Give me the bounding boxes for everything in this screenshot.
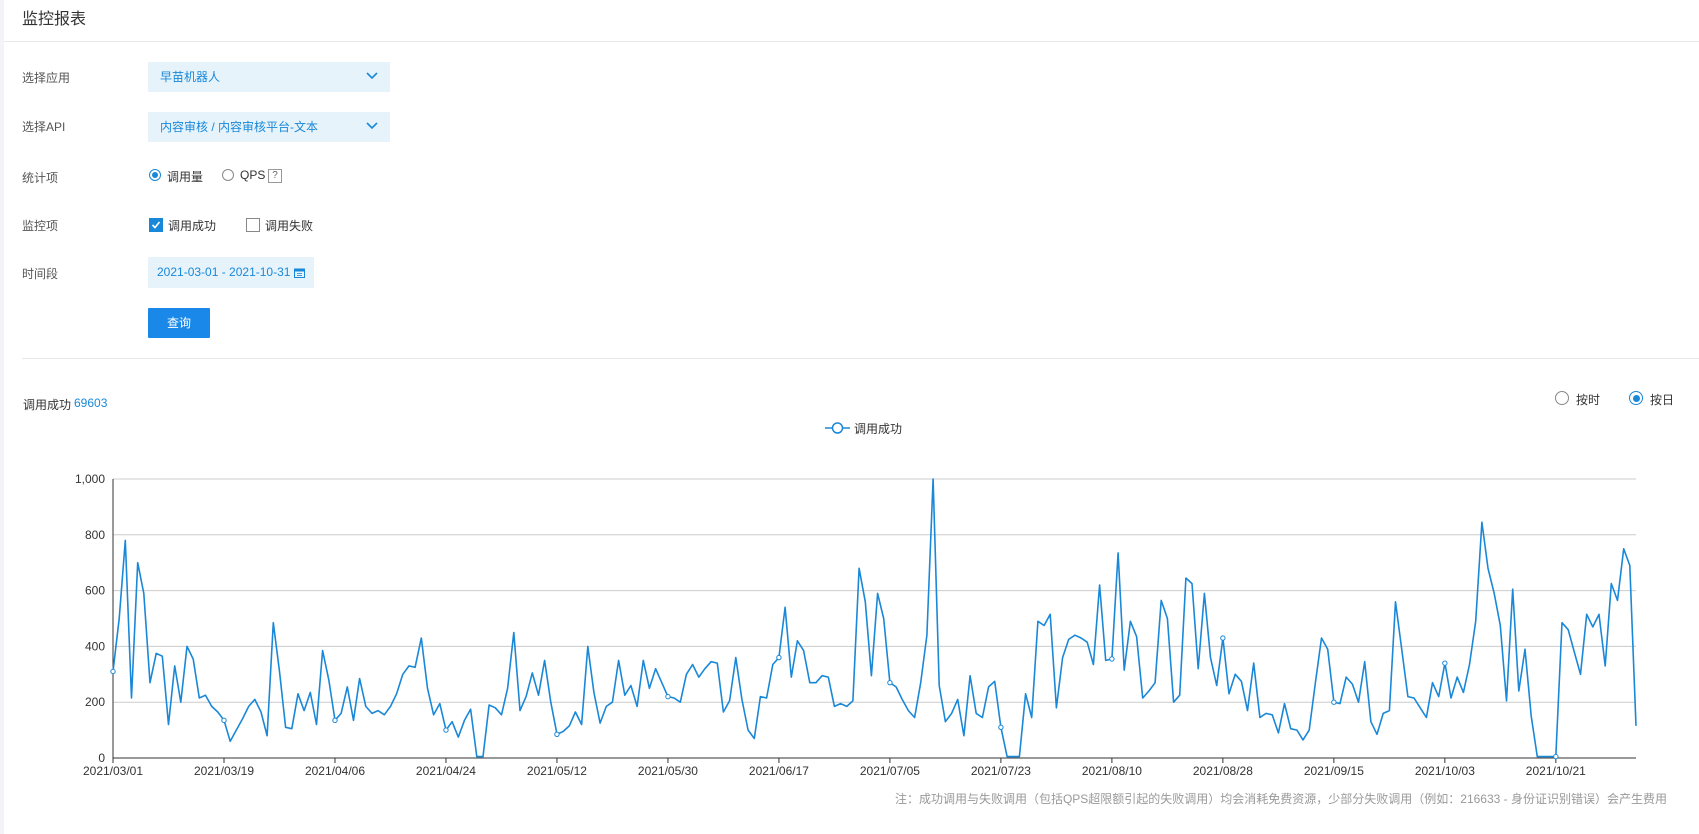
granularity-option-hour: 按时 [1576,393,1601,407]
data-point[interactable] [1553,753,1559,760]
chevron-down-icon [366,72,378,80]
monitor-option-failure: 调用失败 [265,219,314,233]
x-tick-label: 2021/03/19 [194,764,254,778]
api-select-value: 内容审核 / 内容审核平台-文本 [160,120,318,134]
data-point[interactable] [443,727,449,733]
y-tick-label: 200 [85,695,105,709]
y-tick-label: 600 [85,584,105,598]
y-tick-label: 400 [85,639,105,653]
x-tick-label: 2021/06/17 [749,764,809,778]
data-point[interactable] [776,654,782,661]
data-point[interactable] [554,731,560,737]
stat-option-count: 调用量 [167,170,204,184]
y-tick-label: 1,000 [75,472,105,486]
data-point[interactable] [1331,699,1337,705]
x-tick-label: 2021/10/21 [1526,764,1586,778]
data-point[interactable] [998,724,1004,731]
billing-note: 注：成功调用与失败调用（包括QPS超限额引起的失败调用）均会消耗免费资源，少部分… [894,792,1667,806]
x-tick-label: 2021/10/03 [1415,764,1475,778]
data-point[interactable] [1109,656,1115,662]
x-tick-label: 2021/05/12 [527,764,587,778]
x-tick-label: 2021/04/06 [305,764,365,778]
legend-line-icon [825,422,850,434]
app-select-label: 选择应用 [22,71,71,85]
chevron-down-icon [366,122,378,130]
data-point[interactable] [1442,660,1448,666]
legend-label: 调用成功 [854,422,903,436]
check-icon [151,221,161,229]
header-divider [4,41,1699,42]
summary-label: 调用成功 [23,398,72,412]
x-tick-label: 2021/07/05 [860,764,920,778]
x-tick-label: 2021/08/28 [1193,764,1253,778]
api-select[interactable]: 内容审核 / 内容审核平台-文本 [148,112,390,142]
x-tick-label: 2021/09/15 [1304,764,1364,778]
summary-value: 69603 [74,396,108,410]
help-icon[interactable]: ? [268,169,282,183]
stat-option-qps: QPS [240,168,266,182]
date-range-value: 2021-03-01 - 2021-10-31 [157,265,291,279]
page-title: 监控报表 [22,11,87,28]
app-select[interactable]: 早苗机器人 [148,62,390,92]
stat-label: 统计项 [22,171,59,185]
series-line-success[interactable] [112,478,1637,758]
app-select-value: 早苗机器人 [160,70,221,84]
monitor-label: 监控项 [22,219,59,233]
granularity-option-day: 按日 [1650,393,1675,407]
x-tick-label: 2021/07/23 [971,764,1031,778]
calendar-icon [294,268,305,278]
left-border [0,0,4,834]
data-point[interactable] [1220,635,1226,641]
period-label: 时间段 [22,267,59,281]
x-tick-label: 2021/05/30 [638,764,698,778]
data-point[interactable] [887,679,893,686]
y-tick-label: 0 [98,751,105,765]
api-select-label: 选择API [22,120,66,134]
monitor-option-success: 调用成功 [168,219,217,233]
data-point[interactable] [665,693,671,700]
monitor-success-checkbox[interactable] [149,218,163,232]
data-point[interactable] [332,717,338,724]
stat-radio-qps[interactable] [222,169,234,181]
query-button[interactable]: 查询 [148,308,210,338]
section-divider [22,358,1699,359]
x-tick-label: 2021/03/01 [83,764,143,778]
date-range-picker[interactable]: 2021-03-01 - 2021-10-31 [148,257,314,288]
granularity-radio-day[interactable] [1629,391,1643,405]
x-tick-label: 2021/04/24 [416,764,476,778]
granularity-radio-hour[interactable] [1555,391,1569,405]
y-tick-label: 800 [85,528,105,542]
stat-radio-count[interactable] [149,169,161,181]
data-point[interactable] [221,717,227,724]
monitor-failure-checkbox[interactable] [246,218,260,232]
data-point[interactable] [110,668,116,675]
x-tick-label: 2021/08/10 [1082,764,1142,778]
